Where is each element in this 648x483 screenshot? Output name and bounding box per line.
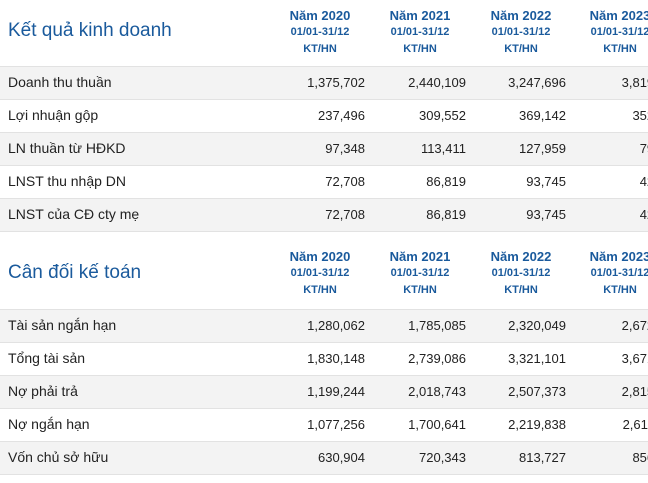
row-label: LNST thu nhập DN: [8, 173, 127, 189]
cell-value: 86,819: [426, 174, 466, 189]
column-type: KT/HN: [603, 43, 637, 55]
row-label: LNST của CĐ cty mẹ: [8, 206, 140, 222]
cell-value: 127,959: [519, 141, 566, 156]
column-type: KT/HN: [504, 284, 538, 296]
column-type: KT/HN: [403, 284, 437, 296]
cell-value: 93,745: [526, 174, 566, 189]
column-year: Năm 2021: [389, 249, 451, 264]
cell-value: 309,552: [419, 108, 466, 123]
column-header-2022: Năm 2022 01/01-31/12 KT/HN: [461, 248, 581, 299]
cell-value: 1,077,256: [307, 417, 365, 432]
income-section: Kết quả kinh doanh Năm 2020 01/01-31/12 …: [0, 0, 648, 231]
cell-value: 1,280,062: [307, 318, 365, 333]
row-label: Tổng tài sản: [8, 350, 86, 366]
cell-value: 1,199,244: [307, 384, 365, 399]
cell-value: 1,700,641: [408, 417, 466, 432]
balance-title: Cân đối kế toán: [8, 262, 142, 283]
cell-value: 2,018,743: [408, 384, 466, 399]
column-header-2021: Năm 2021 01/01-31/12 KT/HN: [360, 7, 480, 58]
cell-value: 630,904: [318, 450, 365, 465]
income-header: Kết quả kinh doanh Năm 2020 01/01-31/12 …: [0, 0, 648, 66]
column-header-2022: Năm 2022 01/01-31/12 KT/HN: [461, 7, 581, 58]
column-header-2020: Năm 2020 01/01-31/12 KT/HN: [260, 7, 380, 58]
cell-value: 79,3: [639, 141, 648, 156]
cell-value: 720,343: [419, 450, 466, 465]
column-year: Năm 2023: [589, 249, 648, 264]
column-type: KT/HN: [303, 43, 337, 55]
cell-value: 42,3: [639, 207, 648, 222]
column-header-2021: Năm 2021 01/01-31/12 KT/HN: [360, 248, 480, 299]
cell-value: 2,219,838: [508, 417, 566, 432]
table-row: Nợ ngắn hạn 1,077,256 1,700,641 2,219,83…: [0, 408, 648, 441]
cell-value: 237,496: [318, 108, 365, 123]
column-range: 01/01-31/12: [491, 26, 551, 38]
cell-value: 2,739,086: [408, 351, 466, 366]
cell-value: 72,708: [325, 207, 365, 222]
table-row: LNST của CĐ cty mẹ 72,708 86,819 93,745 …: [0, 198, 648, 231]
cell-value: 3,247,696: [508, 75, 566, 90]
column-range: 01/01-31/12: [290, 267, 350, 279]
cell-value: 2,320,049: [508, 318, 566, 333]
cell-value: 2,611,4: [622, 417, 648, 432]
column-type: KT/HN: [504, 43, 538, 55]
column-range: 01/01-31/12: [390, 26, 450, 38]
column-year: Năm 2022: [490, 8, 552, 23]
row-label: LN thuần từ HĐKD: [8, 140, 126, 156]
cell-value: 1,785,085: [408, 318, 466, 333]
row-label: Lợi nhuận gộp: [8, 107, 99, 123]
cell-value: 352,4: [632, 108, 648, 123]
cell-value: 2,507,373: [508, 384, 566, 399]
table-row: Lợi nhuận gộp 237,496 309,552 369,142 35…: [0, 99, 648, 132]
cell-value: 369,142: [519, 108, 566, 123]
column-year: Năm 2023: [589, 8, 648, 23]
column-range: 01/01-31/12: [290, 26, 350, 38]
column-type: KT/HN: [603, 284, 637, 296]
cell-value: 86,819: [426, 207, 466, 222]
income-title: Kết quả kinh doanh: [8, 20, 172, 41]
table-row: Doanh thu thuần 1,375,702 2,440,109 3,24…: [0, 66, 648, 99]
table-row: Tổng tài sản 1,830,148 2,739,086 3,321,1…: [0, 342, 648, 375]
column-range: 01/01-31/12: [590, 267, 648, 279]
table-row: Nợ phải trả 1,199,244 2,018,743 2,507,37…: [0, 375, 648, 408]
row-label: Tài sản ngắn hạn: [8, 317, 117, 333]
column-year: Năm 2020: [289, 249, 351, 264]
cell-value: 856,0: [632, 450, 648, 465]
row-label: Vốn chủ sở hữu: [8, 449, 109, 465]
table-row: LNST thu nhập DN 72,708 86,819 93,745 42…: [0, 165, 648, 198]
cell-value: 1,830,148: [307, 351, 365, 366]
column-range: 01/01-31/12: [390, 267, 450, 279]
column-header-2023: Năm 2023 01/01-31/12 KT/HN: [560, 7, 648, 58]
cell-value: 3,321,101: [508, 351, 566, 366]
balance-header: Cân đối kế toán Năm 2020 01/01-31/12 KT/…: [0, 232, 648, 309]
cell-value: 113,411: [420, 141, 466, 156]
cell-value: 2,672,5: [621, 318, 648, 333]
column-range: 01/01-31/12: [491, 267, 551, 279]
column-year: Năm 2021: [389, 8, 451, 23]
cell-value: 93,745: [526, 207, 566, 222]
column-header-2023: Năm 2023 01/01-31/12 KT/HN: [560, 248, 648, 299]
row-label: Nợ phải trả: [8, 383, 78, 399]
row-label: Nợ ngắn hạn: [8, 416, 90, 432]
cell-value: 2,440,109: [408, 75, 466, 90]
cell-value: 1,375,702: [307, 75, 365, 90]
column-year: Năm 2022: [490, 249, 552, 264]
column-type: KT/HN: [403, 43, 437, 55]
cell-value: 3,819,7: [621, 75, 648, 90]
cell-value: 72,708: [325, 174, 365, 189]
column-header-2020: Năm 2020 01/01-31/12 KT/HN: [260, 248, 380, 299]
table-row: Tài sản ngắn hạn 1,280,062 1,785,085 2,3…: [0, 309, 648, 342]
cell-value: 42,3: [639, 174, 648, 189]
table-row: Vốn chủ sở hữu 630,904 720,343 813,727 8…: [0, 441, 648, 475]
balance-section: Cân đối kế toán Năm 2020 01/01-31/12 KT/…: [0, 231, 648, 475]
column-year: Năm 2020: [289, 8, 351, 23]
cell-value: 2,815,1: [621, 384, 648, 399]
row-label: Doanh thu thuần: [8, 74, 112, 90]
cell-value: 3,671,1: [621, 351, 648, 366]
table-row: LN thuần từ HĐKD 97,348 113,411 127,959 …: [0, 132, 648, 165]
cell-value: 97,348: [325, 141, 365, 156]
column-type: KT/HN: [303, 284, 337, 296]
cell-value: 813,727: [519, 450, 566, 465]
column-range: 01/01-31/12: [590, 26, 648, 38]
